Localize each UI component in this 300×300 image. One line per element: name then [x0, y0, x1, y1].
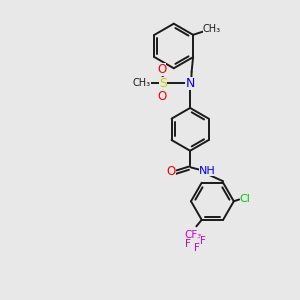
Text: F: F — [194, 243, 200, 253]
Text: N: N — [185, 77, 195, 90]
Text: O: O — [167, 165, 176, 178]
Text: CH₃: CH₃ — [203, 25, 221, 34]
Text: F: F — [200, 236, 206, 246]
Text: O: O — [157, 90, 167, 103]
Text: CF₃: CF₃ — [185, 230, 202, 240]
Text: CH₃: CH₃ — [133, 78, 151, 88]
Text: F: F — [185, 239, 191, 249]
Text: O: O — [157, 63, 167, 76]
Text: Cl: Cl — [240, 194, 250, 204]
Text: S: S — [159, 77, 167, 90]
Text: NH: NH — [199, 166, 216, 176]
